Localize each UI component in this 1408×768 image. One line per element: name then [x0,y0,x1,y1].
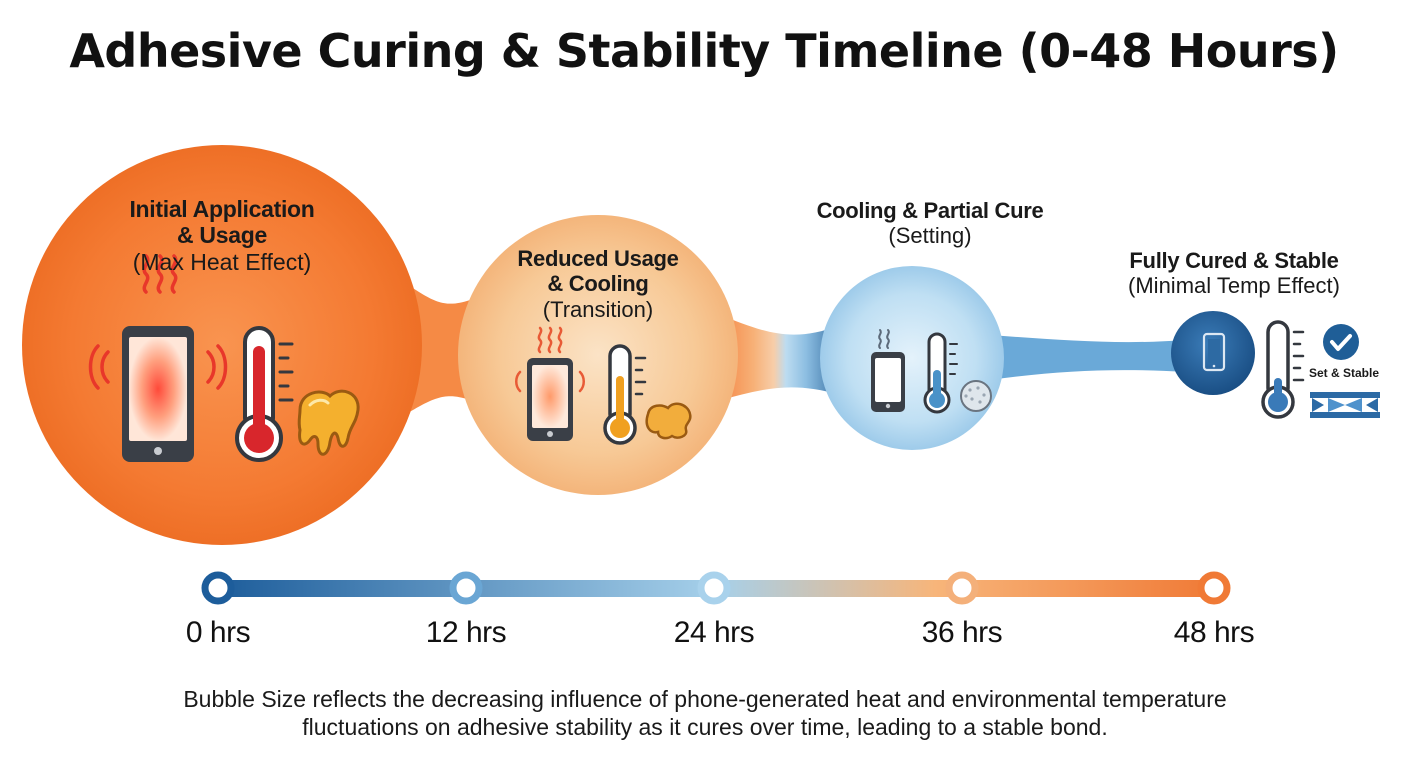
stage-2-note: (Transition) [542,296,654,322]
stage-1-label: Initial Application & Usage (Max Heat Ef… [82,196,362,275]
stage-1-note: (Max Heat Effect) [132,248,312,275]
thermometer-icon [235,326,294,462]
tick-label-36: 36 hrs [921,616,1003,649]
timeline-node-3 [945,571,979,605]
stage-3-label: Cooling & Partial Cure (Setting) [780,198,1080,249]
stage-4-note: (Minimal Temp Effect) [1128,273,1340,299]
stage-4-label: Fully Cured & Stable (Minimal Temp Effec… [1094,248,1374,299]
timeline-node-1 [449,571,483,605]
caption: Bubble Size reflects the decreasing infl… [140,686,1270,741]
timeline-node-2 [697,571,731,605]
phone-icon [871,352,905,412]
bubble-partial-cure [820,266,1004,450]
caption-line-2: fluctuations on adhesive stability as it… [302,713,1108,740]
tick-label-24: 24 hrs [673,616,755,649]
timeline-node-0 [201,571,235,605]
melted-adhesive-icon [297,389,360,456]
stage-3-heading: Cooling & Partial Cure [816,198,1044,223]
thermometer-icon [1261,320,1305,419]
heat-waves-icon [878,329,890,349]
bonded-joint-icon [1310,392,1380,418]
stage-3-note: (Setting) [888,223,972,249]
phone-icon [122,326,194,462]
phone-icon [1202,332,1226,372]
phone-icon [527,358,573,441]
stage-2-heading-line-2: & Cooling [547,271,649,297]
caption-line-1: Bubble Size reflects the decreasing infl… [183,686,1227,712]
timeline [201,571,1231,605]
stage-1-heading-line-1: Initial Application [129,196,315,222]
heat-waves-icon [88,254,228,390]
tick-label-0: 0 hrs [185,616,251,649]
melted-adhesive-icon [645,402,692,440]
thermometer-icon [923,332,958,414]
tick-label-12: 12 hrs [425,616,507,649]
heat-waves-icon [515,326,585,393]
set-and-stable-badge: Set & Stable [1309,366,1380,380]
stage-1-heading-line-2: & Usage [177,222,267,249]
stage-4-heading: Fully Cured & Stable [1129,248,1339,273]
set-adhesive-ball-icon [960,380,992,412]
timeline-node-4 [1197,571,1231,605]
stage-2-label: Reduced Usage & Cooling (Transition) [470,246,726,322]
page-title: Adhesive Curing & Stability Timeline (0-… [69,24,1339,78]
thermometer-icon [603,344,647,445]
check-badge-icon [1323,324,1359,360]
stage-2-heading-line-1: Reduced Usage [517,246,679,271]
tick-label-48: 48 hrs [1173,616,1255,649]
